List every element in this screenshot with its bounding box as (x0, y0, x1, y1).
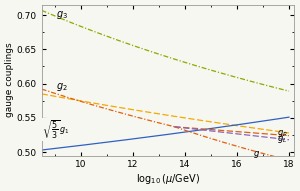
Y-axis label: gauge couplings: gauge couplings (5, 43, 14, 117)
Text: $\sqrt{\dfrac{5}{3}}\,g_1$: $\sqrt{\dfrac{5}{3}}\,g_1$ (42, 118, 70, 141)
Text: $g_3$: $g_3$ (56, 9, 68, 21)
Text: $g_2$: $g_2$ (56, 81, 68, 93)
Text: $g_R$: $g_R$ (277, 128, 288, 139)
Text: $g_L$: $g_L$ (277, 134, 287, 145)
Text: $g$: $g$ (253, 149, 260, 160)
X-axis label: $\log_{10}(\mu/\mathrm{GeV})$: $\log_{10}(\mu/\mathrm{GeV})$ (136, 172, 200, 186)
